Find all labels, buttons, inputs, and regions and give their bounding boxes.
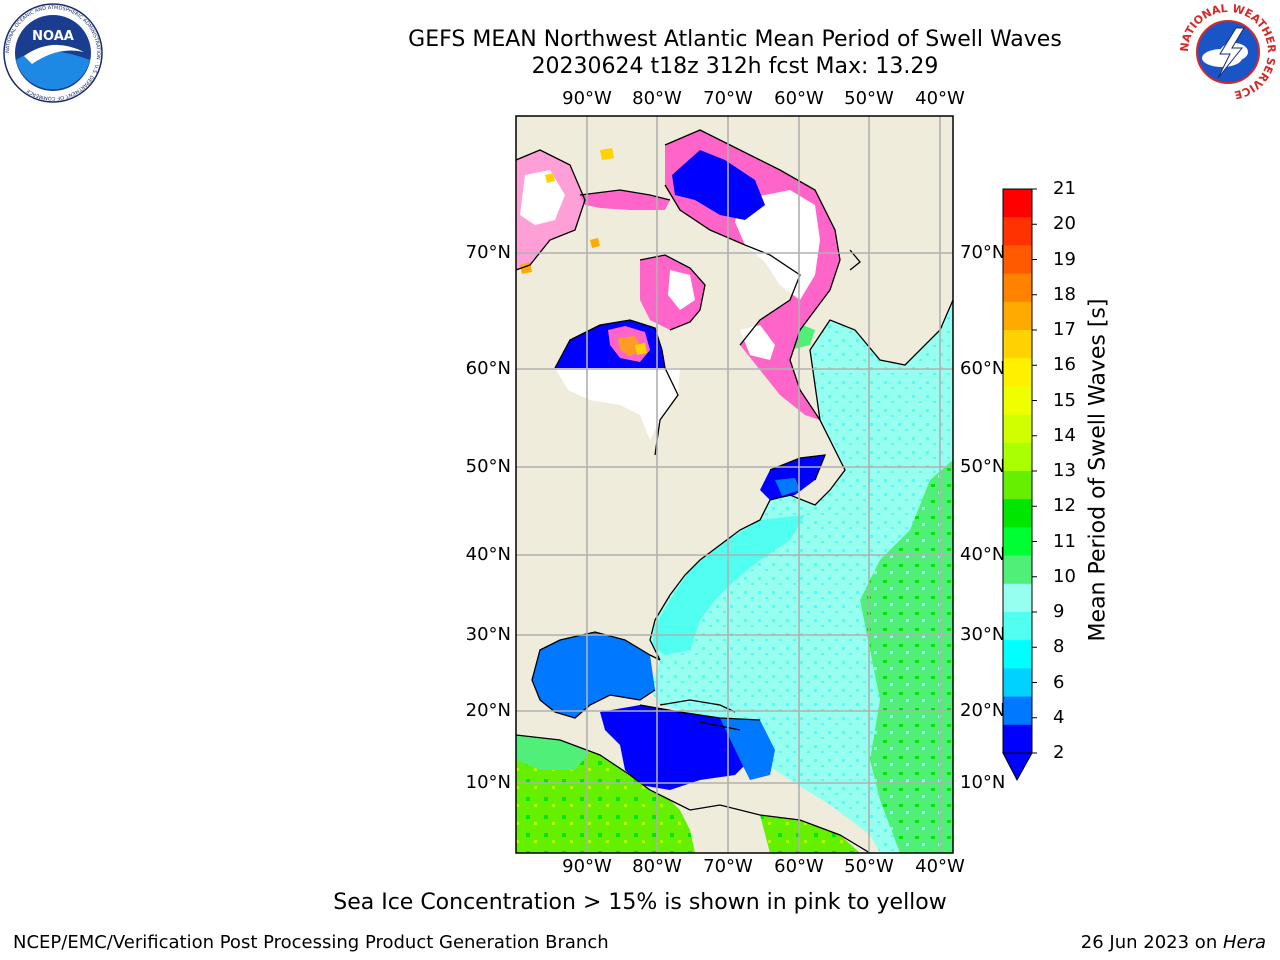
colorbar-segment [1003,499,1032,528]
coastlines [516,129,953,853]
lon-label-top: 90°W [562,88,612,109]
chart-title: GEFS MEAN Northwest Atlantic Mean Period… [408,27,1062,52]
colorbar-tick-label: 12 [1053,495,1076,517]
colorbar-tick-label: 19 [1053,248,1076,270]
colorbar-tick-label: 15 [1053,389,1076,411]
colorbar-segment [1003,358,1032,387]
colorbar-tick-label: 13 [1053,460,1076,481]
lon-label-top: 80°W [632,88,682,109]
colorbar-segment [1003,640,1032,669]
graticule [516,116,953,853]
colorbar-tick-label: 20 [1053,213,1076,235]
lon-label-top: 50°W [844,88,894,109]
hudson-ice-inner [618,336,642,356]
colorbar-segment [1003,527,1032,557]
lon-label-bottom: 50°W [844,856,894,877]
map-area [516,116,953,853]
lat-label-right: 50°N [960,456,1006,477]
lat-label-right: 70°N [960,242,1006,263]
map-frame [515,115,954,854]
noaa-logo: NOAA NATIONAL OCEANIC AND ATMOSPHERIC AD… [3,3,103,103]
lon-label-bottom: 40°W [915,856,965,877]
colorbar-extend-arrow [1002,752,1033,782]
colorbar-tick-label: 8 [1053,636,1065,658]
lon-label-top: 60°W [774,88,824,109]
lat-label-left: 50°N [465,456,511,477]
colorbar-segment [1003,189,1032,218]
ocean-main [650,300,953,853]
colorbar-segment [1003,583,1032,613]
colorbar-segment [1003,442,1032,472]
colorbar-segment [1003,330,1032,359]
colorbar-segment [1003,414,1032,444]
colorbar-tick-label: 14 [1053,424,1076,446]
lat-label-left: 40°N [465,544,511,565]
lat-label-right: 40°N [960,544,1006,565]
colorbar-tick-label: 17 [1053,319,1076,340]
ocean-green-east [860,460,953,853]
south-america-coast-light [516,735,590,770]
lat-label-left: 30°N [465,624,511,645]
colorbar-tick-label: 6 [1053,671,1065,693]
colorbar-segment [1003,696,1032,726]
lat-label-right: 20°N [960,700,1006,721]
colorbar-tick-label: 10 [1053,565,1076,587]
lat-label-right: 10°N [960,772,1006,793]
lon-label-top: 70°W [703,88,753,109]
colorbar [1002,188,1037,754]
lat-label-right: 60°N [960,358,1006,379]
lat-label-left: 20°N [465,700,511,721]
colorbar-tick-label: 2 [1053,742,1065,763]
lon-label-bottom: 80°W [632,856,682,877]
noaa-logo-text: NOAA [32,29,74,44]
lat-label-left: 70°N [465,242,511,263]
footer-date: 26 Jun 2023 on [1080,932,1223,953]
colorbar-tick-label: 11 [1053,530,1076,552]
colorbar-segment [1003,245,1032,275]
lon-label-bottom: 90°W [562,856,612,877]
colorbar-segment [1003,301,1032,331]
colorbar-tick-label: 4 [1053,706,1065,728]
colorbar-segment [1003,668,1032,698]
caribbean-east [720,718,775,780]
lat-label-right: 30°N [960,624,1006,645]
colorbar-segment [1003,386,1032,416]
colorbar-tick-label: 18 [1053,283,1076,305]
colorbar-tick-label: 16 [1053,354,1076,376]
colorbar-segment [1003,273,1032,303]
baffin-bay-blue [672,150,765,220]
nws-logo: NATIONAL WEATHER SERVICE [1178,2,1278,101]
colorbar-segment [1003,217,1032,246]
ice-orange-spots [520,238,600,274]
lon-label-bottom: 60°W [774,856,824,877]
chart-subtitle: 20230624 t18z 312h fcst Max: 13.29 [531,54,939,79]
colorbar-tick-label: 21 [1053,178,1076,199]
colorbar-tick-label: 9 [1053,601,1065,622]
caribbean-sea [600,705,750,790]
lat-label-left: 10°N [465,772,511,793]
footer-left: NCEP/EMC/Verification Post Processing Pr… [13,932,609,953]
gulf-st-lawrence-light [775,478,800,496]
arctic-ice-west-white [520,170,565,225]
guiana-green [760,815,860,853]
foxe-basin-white [668,270,695,310]
colorbar-segment [1003,724,1032,754]
colorbar-segment [1003,471,1032,500]
colorbar-title: Mean Period of Swell Waves [s] [1085,298,1111,642]
footer-right: 26 Jun 2023 on Hera [1081,932,1266,953]
footer-host: Hera [1222,932,1266,953]
lon-label-bottom: 70°W [703,856,753,877]
caption: Sea Ice Concentration > 15% is shown in … [333,890,947,915]
lat-label-left: 60°N [465,358,511,379]
colorbar-segment [1003,555,1032,585]
lon-label-top: 40°W [915,88,965,109]
colorbar-segment [1003,612,1032,641]
gulf-of-mexico [532,632,655,718]
